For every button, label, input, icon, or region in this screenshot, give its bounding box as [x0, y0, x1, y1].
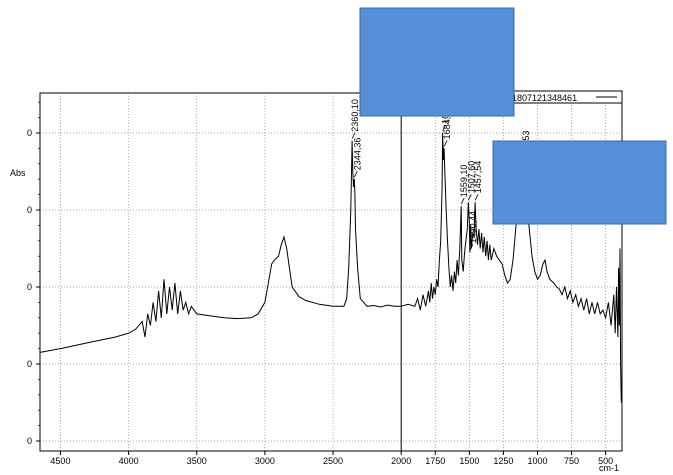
peak-label-text: 1684,97: [442, 107, 452, 140]
peak-leader: [443, 140, 448, 147]
y-axis-ticks: 0 0 0 0 0: [27, 128, 40, 446]
x-tick-label: 1000: [527, 456, 547, 466]
x-tick-label: 4500: [50, 456, 70, 466]
x-tick-label: 2500: [323, 456, 343, 466]
peak-leader: [469, 244, 474, 251]
x-tick-label: 1750: [425, 456, 445, 466]
blue-box-top: [359, 7, 515, 117]
legend-label: 1807121348461: [512, 93, 577, 103]
y-axis-title: Abs: [10, 168, 26, 178]
x-tick-label: 750: [564, 456, 579, 466]
peak-label-text: 1490,44: [468, 211, 478, 244]
peak-label: 2360,10: [350, 99, 360, 139]
x-tick-label: 3000: [255, 456, 275, 466]
peak-leader: [467, 194, 472, 201]
x-tick-label: 1500: [459, 456, 479, 466]
peak-leader: [474, 194, 479, 201]
peak-label: 1684,97: [442, 107, 452, 147]
peak-leader: [353, 171, 358, 178]
y-tick-label: 0: [27, 282, 32, 292]
x-tick-label: 3500: [187, 456, 207, 466]
peak-leader: [460, 197, 465, 205]
y-tick-label: 0: [27, 436, 32, 446]
peak-label-text: 2360,10: [350, 99, 360, 132]
peak-label-text: 1457,54: [473, 161, 483, 194]
x-tick-label: 4000: [119, 456, 139, 466]
x-axis-title: cm-1: [599, 463, 619, 473]
plot-frame: [39, 92, 623, 452]
y-tick-label: 0: [27, 205, 32, 215]
peak-label: 1507,60: [466, 161, 476, 201]
peak-label-text: 1507,60: [466, 161, 476, 194]
x-tick-label: 2000: [391, 456, 411, 466]
y-tick-label: 0: [27, 359, 32, 369]
peak-label-text: 1559,10: [459, 165, 469, 198]
peak-label: 2344,36: [352, 138, 362, 178]
spectrum-line: [39, 132, 622, 403]
peak-label: 1457,54: [473, 161, 483, 201]
grid-lines: [40, 93, 622, 451]
peak-leader: [442, 124, 446, 132]
peak-label: 1559,10: [459, 165, 469, 205]
x-axis-ticks: 4500 4000 3500 3000 2500 2000 1750 1500 1250 1000…: [50, 451, 613, 466]
peak-leader: [351, 132, 356, 139]
blue-box-right: [492, 140, 667, 225]
peak-label: 1490,44: [468, 211, 478, 251]
x-tick-label: 1250: [493, 456, 513, 466]
legend: 1807121348461: [507, 90, 623, 104]
x-tick-label: 500: [598, 456, 613, 466]
y-tick-label: 0: [27, 128, 32, 138]
peak-label-text: 2344,36: [352, 138, 362, 171]
